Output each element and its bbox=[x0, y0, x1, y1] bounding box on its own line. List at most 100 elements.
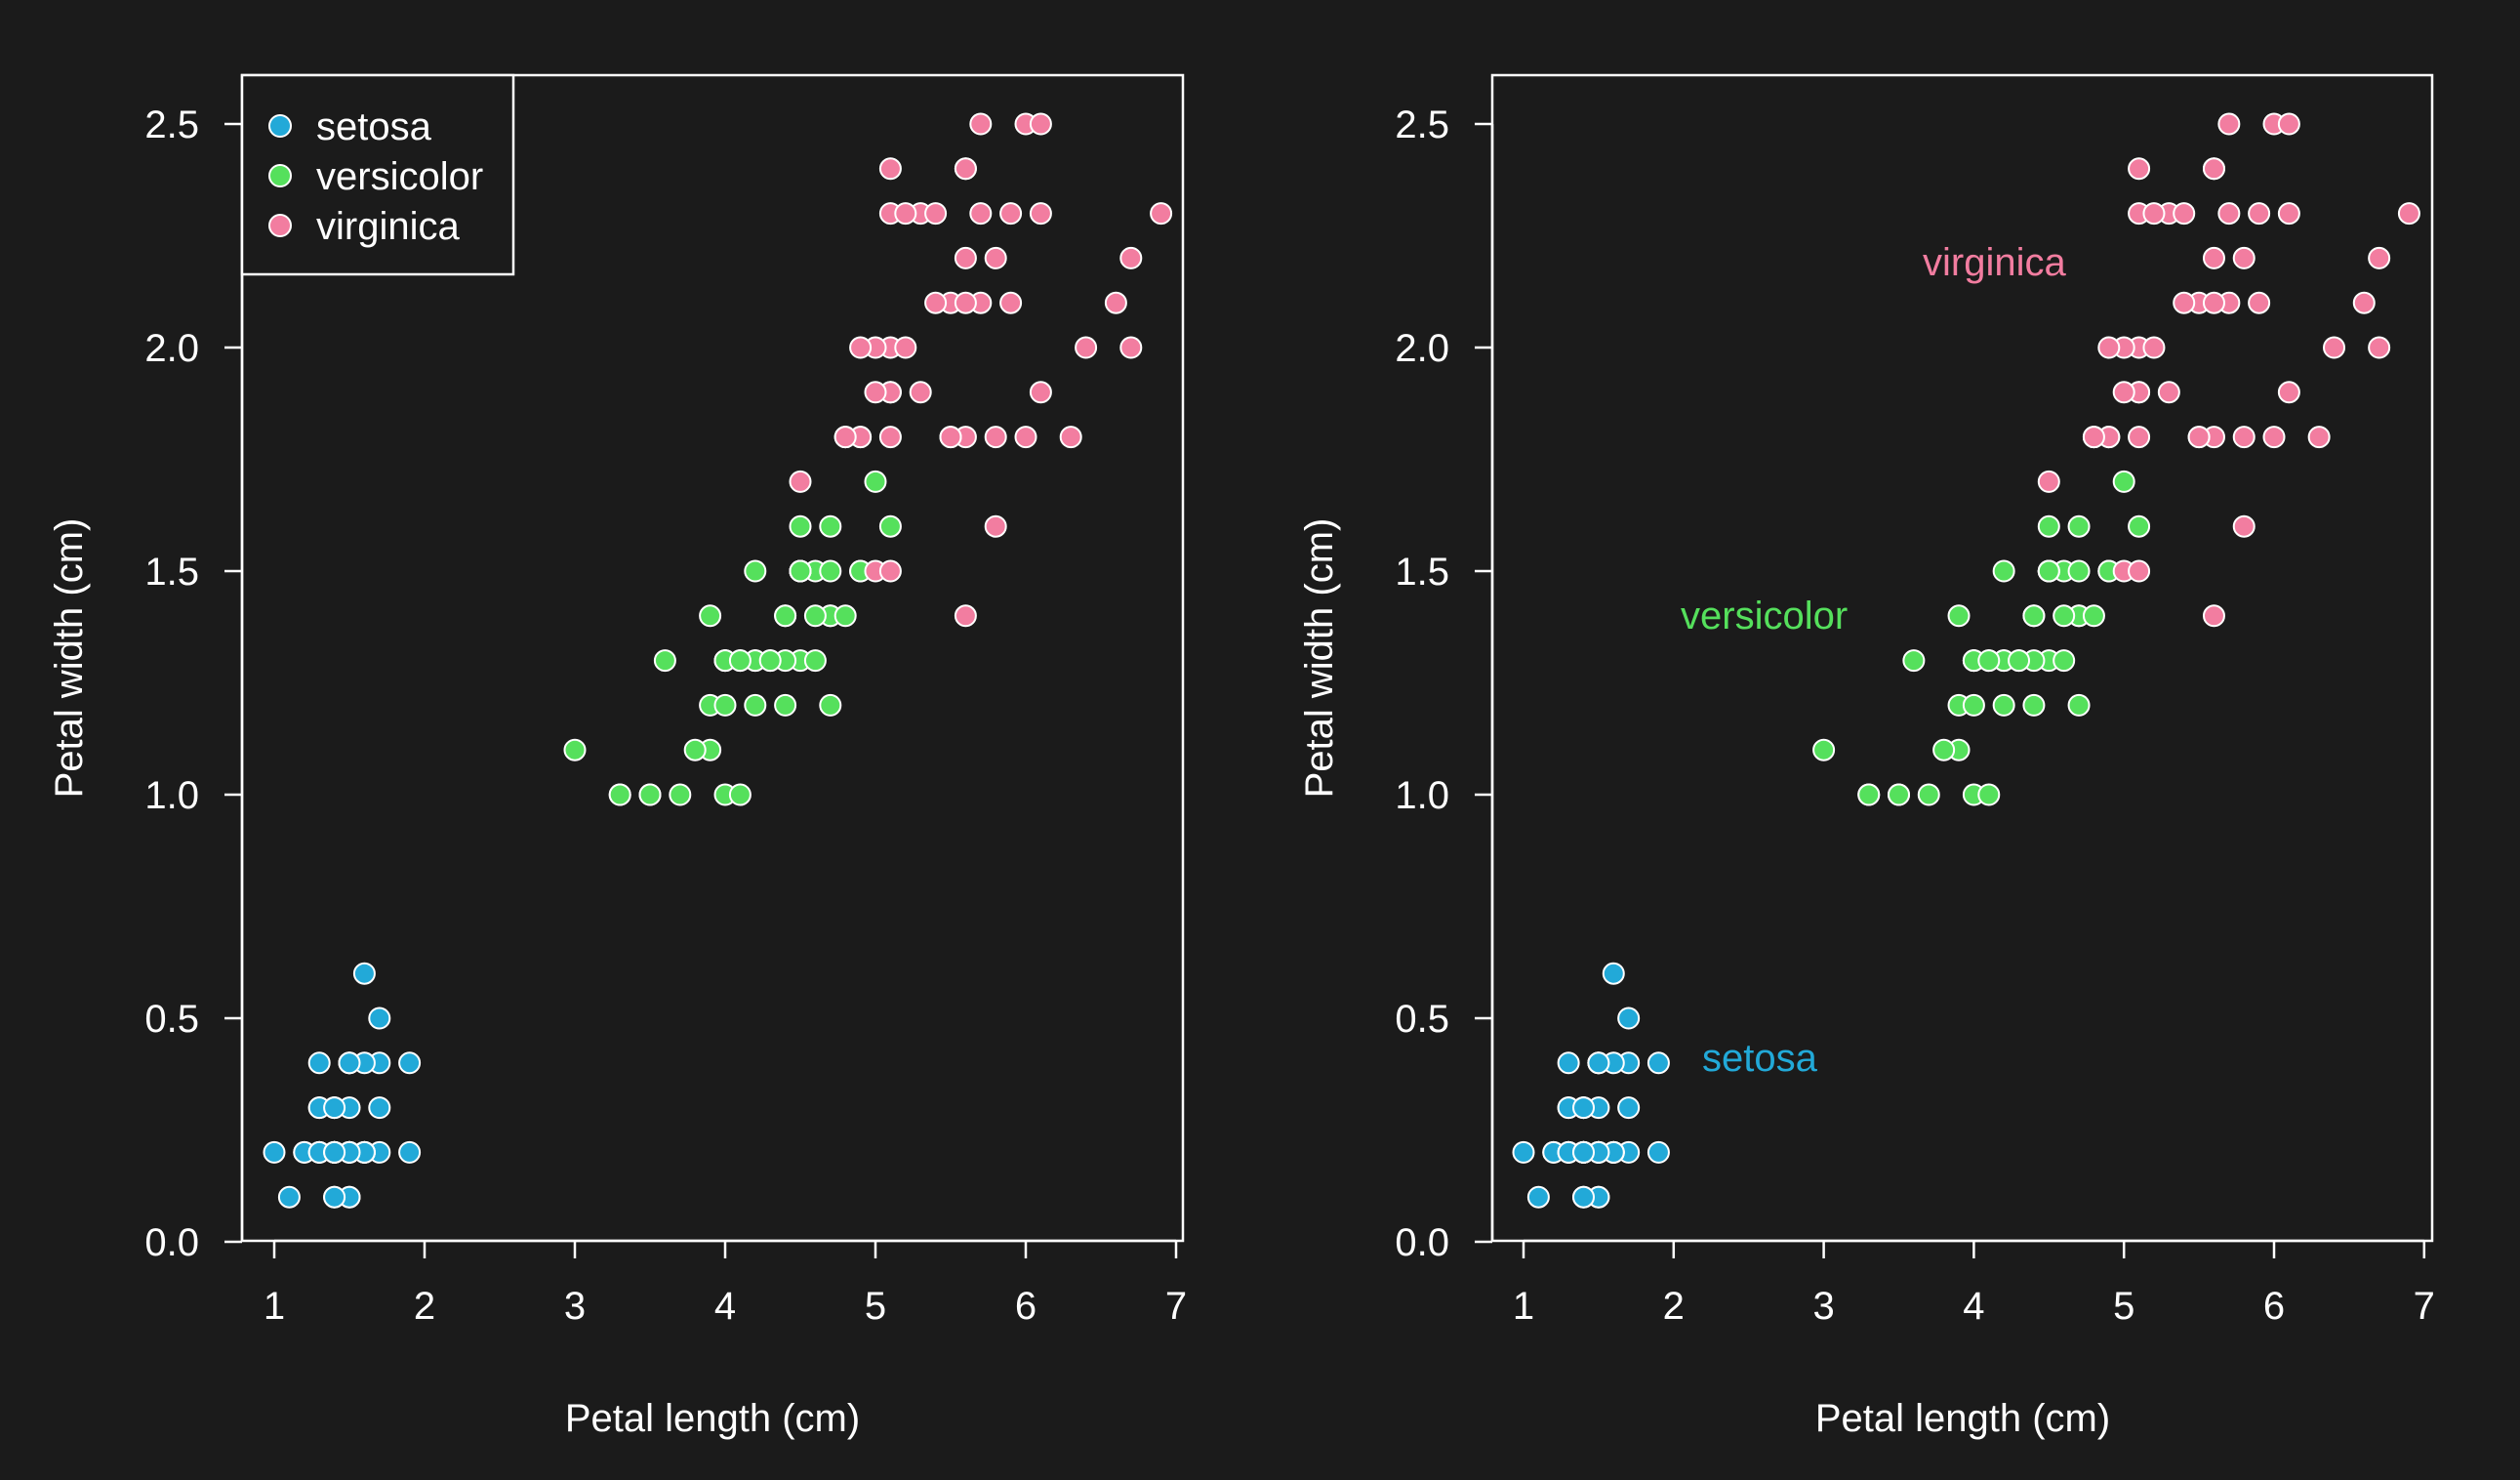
point-virginica bbox=[2352, 291, 2376, 314]
point-virginica bbox=[894, 336, 917, 359]
point-setosa bbox=[1572, 1096, 1596, 1120]
point-setosa bbox=[1572, 1140, 1596, 1164]
point-virginica bbox=[2232, 246, 2256, 269]
point-virginica bbox=[1104, 291, 1127, 314]
point-setosa bbox=[1512, 1140, 1535, 1164]
y-tick-label: 1.5 bbox=[1395, 551, 1449, 594]
point-virginica bbox=[2128, 426, 2151, 449]
x-tick-label: 7 bbox=[2414, 1285, 2435, 1328]
point-virginica bbox=[999, 291, 1023, 314]
point-virginica bbox=[2277, 202, 2300, 226]
point-setosa bbox=[338, 1051, 361, 1075]
point-virginica bbox=[878, 559, 902, 583]
point-virginica bbox=[999, 202, 1023, 226]
point-virginica bbox=[924, 202, 948, 226]
x-tick-label: 7 bbox=[1165, 1285, 1187, 1328]
point-versicolor bbox=[878, 514, 902, 538]
point-virginica bbox=[2128, 559, 2151, 583]
annotation-versicolor: versicolor bbox=[1681, 595, 1848, 637]
point-virginica bbox=[1150, 202, 1173, 226]
point-virginica bbox=[2173, 202, 2196, 226]
point-versicolor bbox=[1992, 693, 2015, 717]
point-virginica bbox=[954, 291, 977, 314]
point-versicolor bbox=[2037, 559, 2060, 583]
point-virginica bbox=[2157, 381, 2180, 404]
point-versicolor bbox=[2067, 693, 2091, 717]
point-virginica bbox=[969, 112, 993, 136]
legend: setosa versicolor virginica bbox=[240, 73, 515, 276]
point-virginica bbox=[1119, 246, 1143, 269]
y-tick-label: 0.0 bbox=[1395, 1221, 1449, 1264]
point-setosa bbox=[398, 1051, 422, 1075]
point-versicolor bbox=[1962, 693, 1985, 717]
point-versicolor bbox=[744, 693, 767, 717]
point-versicolor bbox=[728, 649, 752, 673]
point-virginica bbox=[2202, 604, 2225, 628]
point-versicolor bbox=[2067, 559, 2091, 583]
point-virginica bbox=[2097, 336, 2121, 359]
point-versicolor bbox=[608, 783, 631, 806]
point-setosa bbox=[323, 1185, 346, 1209]
point-versicolor bbox=[2008, 649, 2031, 673]
right-y-axis: 0.0 0.5 1.0 1.5 2.0 2.5 bbox=[1395, 103, 1494, 1264]
point-virginica bbox=[878, 426, 902, 449]
x-tick-label: 6 bbox=[1015, 1285, 1036, 1328]
point-versicolor bbox=[669, 783, 692, 806]
point-virginica bbox=[2323, 336, 2346, 359]
y-tick-label: 1.0 bbox=[1395, 774, 1449, 817]
point-setosa bbox=[1557, 1051, 1580, 1075]
point-setosa bbox=[307, 1051, 331, 1075]
x-tick-label: 2 bbox=[1663, 1285, 1685, 1328]
point-virginica bbox=[1119, 336, 1143, 359]
point-setosa bbox=[398, 1140, 422, 1164]
point-setosa bbox=[263, 1140, 286, 1164]
point-versicolor bbox=[819, 693, 842, 717]
point-virginica bbox=[833, 426, 857, 449]
point-virginica bbox=[2142, 336, 2166, 359]
point-versicolor bbox=[758, 649, 782, 673]
point-versicolor bbox=[803, 649, 827, 673]
point-virginica bbox=[969, 202, 993, 226]
point-versicolor bbox=[713, 693, 737, 717]
point-virginica bbox=[984, 426, 1007, 449]
point-versicolor bbox=[2022, 604, 2046, 628]
legend-marker-setosa bbox=[268, 114, 292, 138]
point-versicolor bbox=[728, 783, 752, 806]
point-virginica bbox=[2232, 514, 2256, 538]
point-virginica bbox=[2112, 381, 2135, 404]
point-virginica bbox=[939, 426, 962, 449]
point-setosa bbox=[1572, 1185, 1596, 1209]
point-setosa bbox=[1617, 1096, 1641, 1120]
point-versicolor bbox=[699, 604, 722, 628]
point-virginica bbox=[2187, 426, 2211, 449]
y-tick-label: 1.5 bbox=[144, 551, 199, 594]
point-virginica bbox=[909, 381, 932, 404]
point-versicolor bbox=[789, 514, 812, 538]
x-tick-label: 4 bbox=[714, 1285, 736, 1328]
right-y-axis-label: Petal width (cm) bbox=[1298, 518, 1341, 799]
left-y-axis-label: Petal width (cm) bbox=[48, 518, 91, 799]
point-versicolor bbox=[789, 559, 812, 583]
point-setosa bbox=[352, 962, 376, 985]
legend-label-versicolor: versicolor bbox=[316, 155, 483, 198]
point-virginica bbox=[2262, 426, 2286, 449]
right-x-axis-label: Petal length (cm) bbox=[1815, 1397, 2110, 1440]
point-virginica bbox=[1075, 336, 1098, 359]
point-versicolor bbox=[1932, 738, 1956, 761]
point-versicolor bbox=[638, 783, 662, 806]
x-tick-label: 3 bbox=[564, 1285, 586, 1328]
y-tick-label: 2.0 bbox=[1395, 327, 1449, 370]
point-virginica bbox=[2202, 157, 2225, 181]
y-tick-label: 0.0 bbox=[144, 1221, 199, 1264]
point-virginica bbox=[2202, 246, 2225, 269]
point-virginica bbox=[1059, 426, 1082, 449]
point-virginica bbox=[2307, 426, 2331, 449]
point-virginica bbox=[2368, 336, 2391, 359]
point-versicolor bbox=[2053, 649, 2076, 673]
point-setosa bbox=[368, 1096, 391, 1120]
left-points-layer bbox=[263, 112, 1173, 1209]
point-setosa bbox=[1602, 962, 1625, 985]
y-tick-label: 0.5 bbox=[1395, 998, 1449, 1041]
x-tick-label: 2 bbox=[414, 1285, 435, 1328]
